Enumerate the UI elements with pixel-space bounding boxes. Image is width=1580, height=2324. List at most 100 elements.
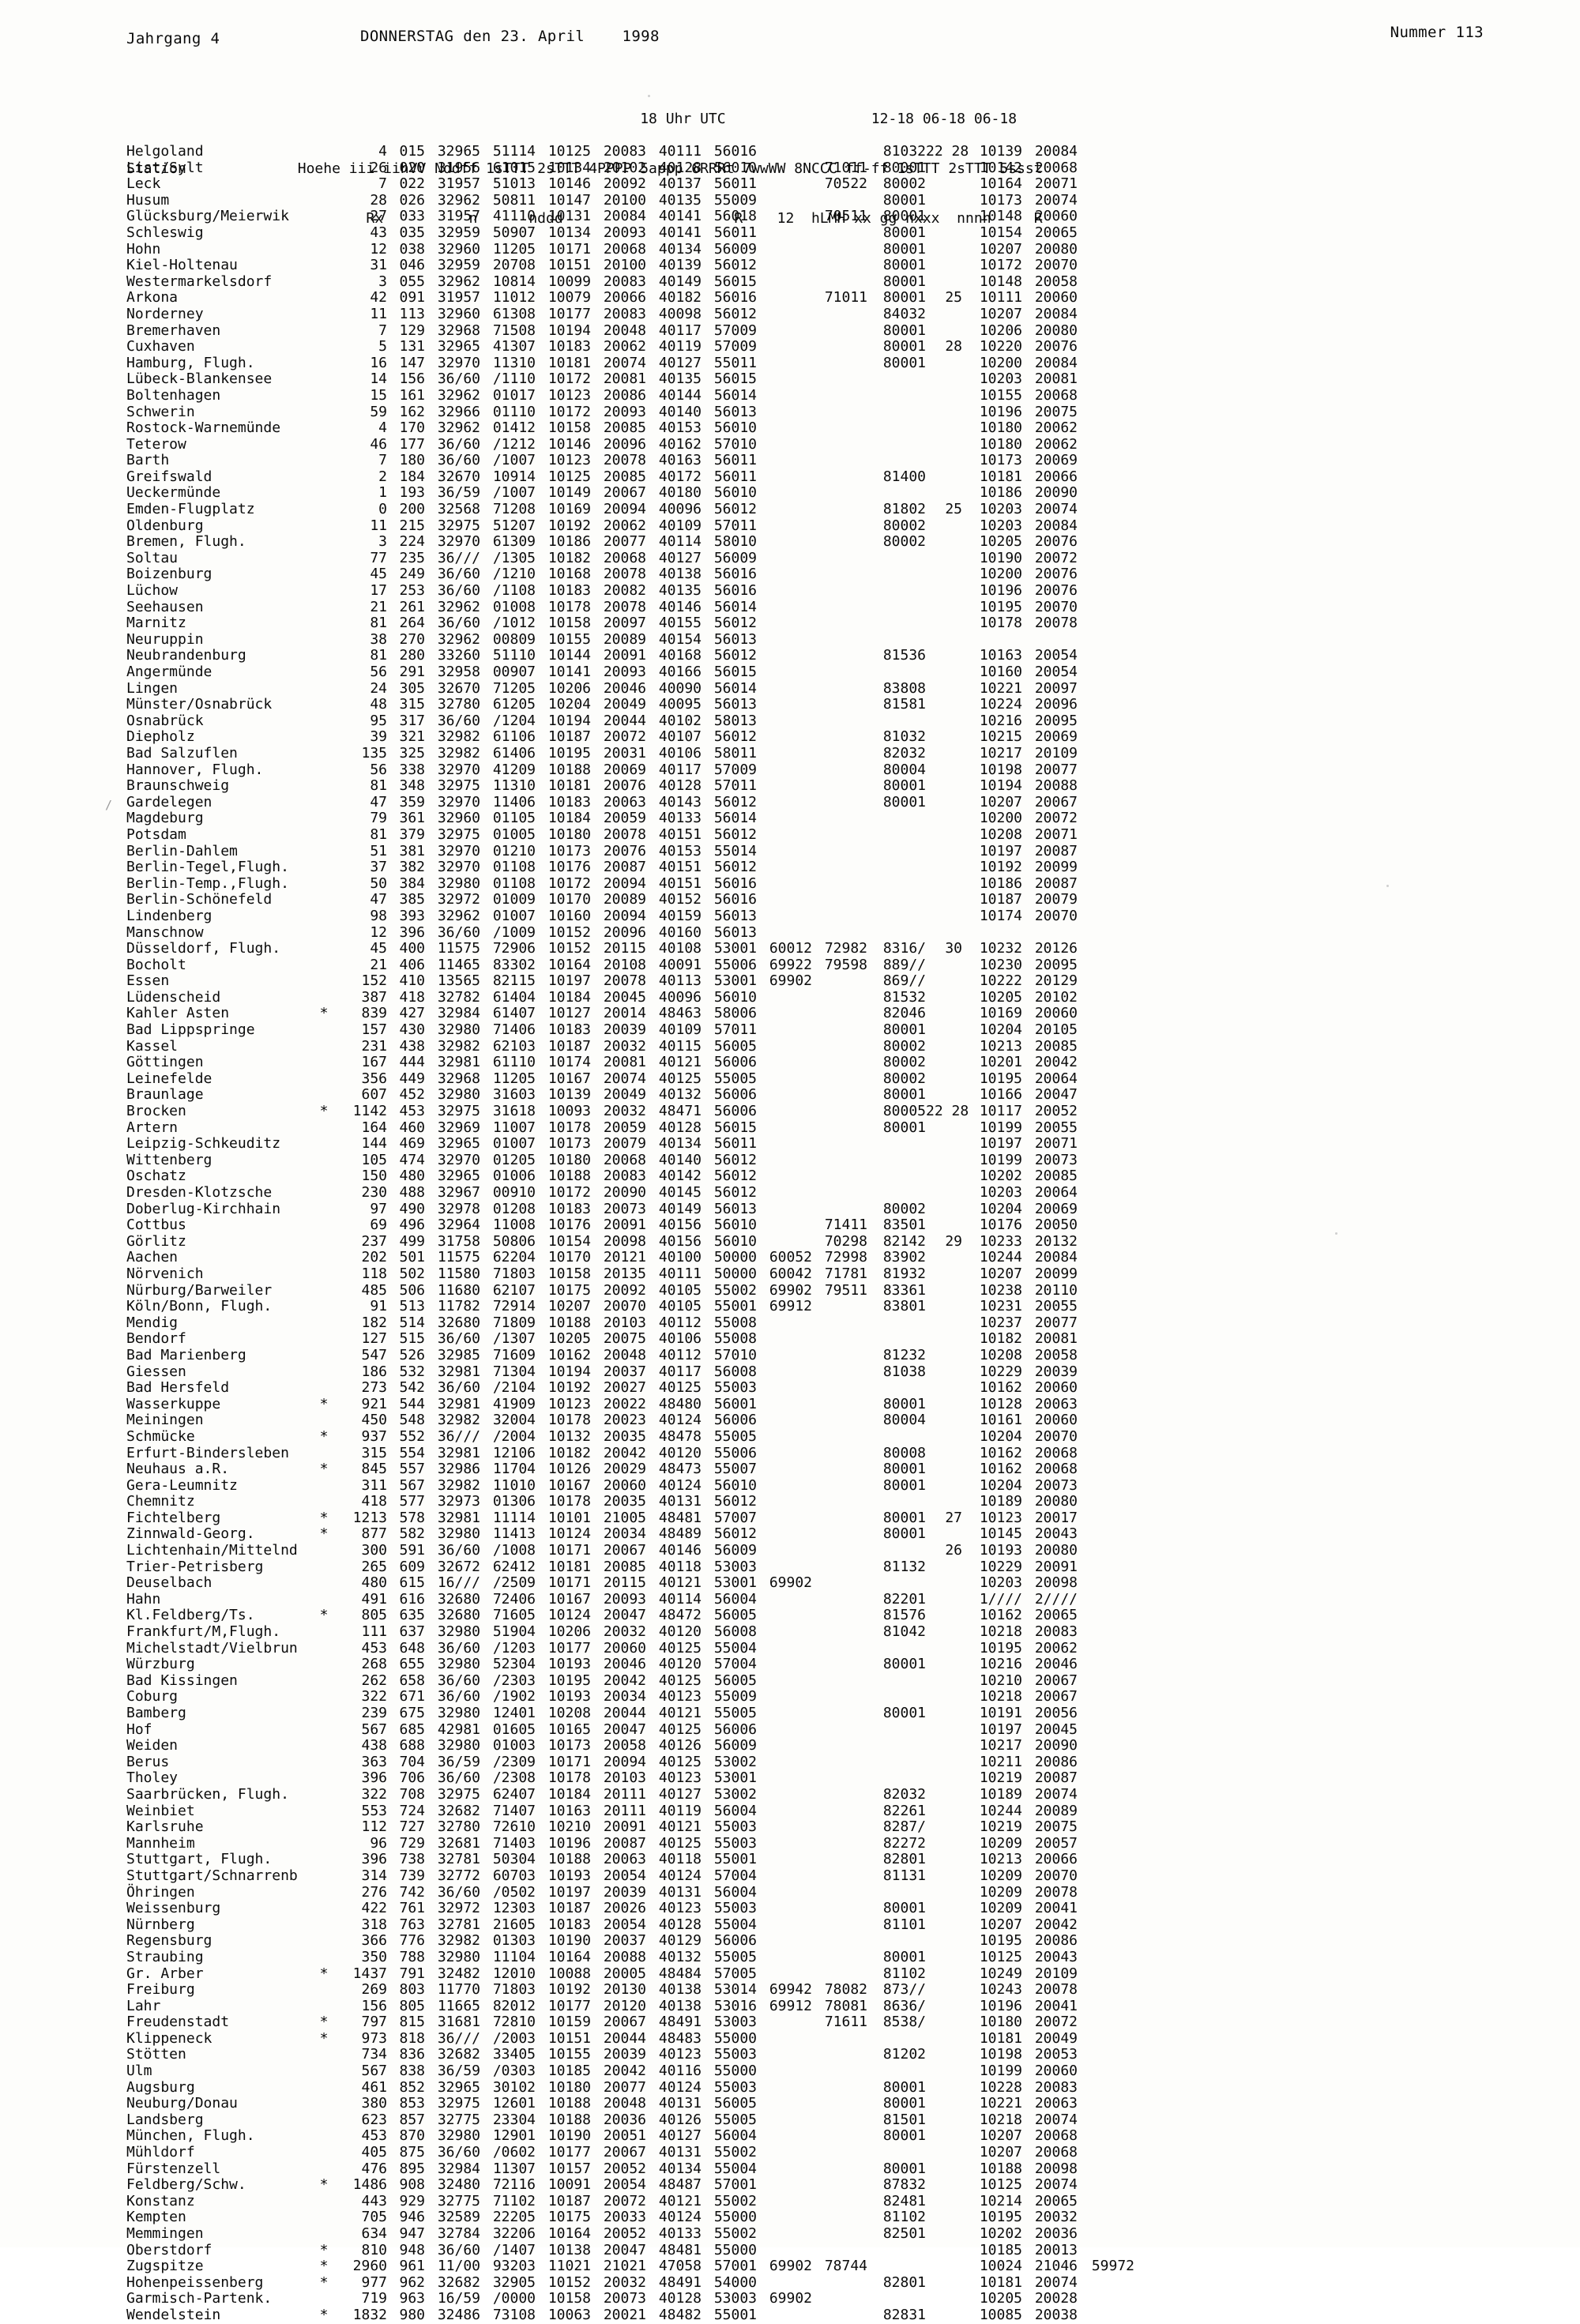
temperature-group: 10192 (547, 1981, 591, 1999)
height-value: 0 (378, 501, 387, 518)
table-row: Stötten 734 836 32682 33405 10155 20039 40123 55… (126, 2047, 1533, 2063)
dewpoint-group: 20068 (603, 240, 646, 258)
cloud-group: 81042 (882, 1623, 926, 1641)
table-row: Boizenburg 45 249 36/60/1210 10168 20078 40138… (126, 566, 1533, 583)
dewpoint-group: 20103 (603, 1314, 646, 1331)
height-value: 453 (361, 2127, 387, 2145)
dewpoint-group: 20063 (603, 1851, 646, 1868)
station-name: Augsburg (126, 2078, 195, 2096)
nddff-group: 62407 (492, 1785, 536, 1803)
min-temperature-group: 20050 (1034, 1217, 1078, 1234)
max-temperature-group: 10111 (979, 289, 1022, 306)
temperature-group: 11021 (547, 2258, 591, 2275)
station-id: 582 (399, 1525, 425, 1543)
pressure-tendency-group: 56009 (713, 1737, 757, 1754)
weather-group: 72998 (824, 1249, 867, 1266)
dewpoint-group: 20062 (603, 338, 646, 355)
iihvv-group: 31956 (437, 159, 480, 176)
weather-group: 71411 (824, 1217, 867, 1234)
pressure-group: 40156 (658, 1217, 702, 1234)
station-name: Feldberg/Schw. (126, 2176, 246, 2194)
station-name: München, Flugh. (126, 2127, 255, 2145)
min-temperature-group: 20074 (1034, 501, 1078, 518)
cloud-group: 80001 (882, 240, 926, 258)
iihvv-group: 31957 (437, 208, 480, 225)
min-temperature-group: 20109 (1034, 1965, 1078, 1982)
dewpoint-group: 20060 (603, 1639, 646, 1657)
pressure-group: 40143 (658, 793, 702, 810)
station-name: Berlin-Dahlem (126, 842, 238, 859)
height-value: 45 (370, 940, 387, 957)
table-row: Hahn 491 616 32680 72406 10167 20093 40114 56004… (126, 1590, 1533, 1608)
dewpoint-group: 20115 (603, 1574, 646, 1592)
pressure-tendency-group: 53002 (713, 1785, 757, 1803)
table-row: Helgoland 4 015 32965 51114 10125 20083 40111 56… (126, 143, 1533, 160)
height-value: 77 (370, 549, 387, 566)
min-temperature-group: 20083 (1034, 2078, 1078, 2096)
nddff-group: /1407 (492, 2241, 536, 2258)
iihvv-group: 33260 (437, 647, 480, 664)
station-name: Bad Marienberg (126, 1346, 246, 1363)
dewpoint-group: 20054 (603, 1916, 646, 1933)
pressure-tendency-group: 56013 (713, 630, 757, 648)
dewpoint-group: 20074 (603, 354, 646, 371)
pressure-tendency-group: 56018 (713, 208, 757, 225)
min-temperature-group: 20071 (1034, 825, 1078, 843)
table-row: Neuburg/Donau 380 853 32975 12601 10188 20048 4… (126, 2096, 1533, 2112)
min-temperature-group: 20049 (1034, 2029, 1078, 2047)
min-temperature-group: 20080 (1034, 322, 1078, 339)
precipitation-group: 69922 (769, 956, 812, 973)
dewpoint-group: 20097 (603, 615, 646, 632)
pressure-tendency-group: 53001 (713, 1769, 757, 1787)
table-row: Oberstdorf * 810 948 36/60/1407 10138 20047 484… (126, 2241, 1533, 2259)
pressure-tendency-group: 53001 (713, 940, 757, 957)
height-value: 491 (361, 1590, 387, 1608)
pressure-group: 40127 (658, 549, 702, 566)
nddff-group: 11413 (492, 1525, 536, 1543)
iihvv-group: 32680 (437, 1590, 480, 1608)
station-name: Bad Salzuflen (126, 744, 238, 762)
table-row: Bamberg 239 675 32980 12401 10208 20044 40121 55… (126, 1705, 1533, 1722)
iihvv-group: 32958 (437, 664, 480, 680)
station-name: Stuttgart/Schnarrenb (126, 1867, 298, 1884)
station-id: 385 (399, 891, 425, 908)
pressure-group: 48483 (658, 2029, 702, 2047)
dewpoint-group: 20089 (603, 891, 646, 908)
temperature-group: 10194 (547, 322, 591, 339)
table-row: Chemnitz 418 577 32973 01306 10178 20035 40131 5… (126, 1494, 1533, 1510)
height-value: 453 (361, 1639, 387, 1657)
station-name: Dresden-Klotzsche (126, 1184, 273, 1201)
temperature-group: 10175 (547, 1281, 591, 1299)
dewpoint-group: 20029 (603, 1461, 646, 1478)
station-id: 430 (399, 1021, 425, 1039)
min-temperature-group: 20102 (1034, 988, 1078, 1006)
nddff-group: 01008 (492, 598, 536, 615)
temperature-group: 10158 (547, 419, 591, 437)
pressure-tendency-group: 55001 (713, 1851, 757, 1868)
table-row: Osnabrück 95 317 36/60/1204 10194 20044 40102 5… (126, 713, 1533, 730)
station-name: Ulm (126, 2063, 152, 2080)
station-id: 526 (399, 1346, 425, 1363)
station-name: Schleswig (126, 224, 204, 241)
temperature-group: 10157 (547, 2160, 591, 2177)
temperature-group: 10125 (547, 468, 591, 485)
height-value: 7 (378, 322, 387, 339)
station-name: Bendorf (126, 1330, 186, 1348)
iihvv-group: 32670 (437, 679, 480, 697)
min-temperature-group: 20067 (1034, 793, 1078, 810)
cloud-group: 81802 (882, 501, 926, 518)
table-row: Barth 7 180 36/60/1007 10123 20078 40163 56011 1… (126, 453, 1533, 469)
dewpoint-group: 20049 (603, 1086, 646, 1104)
dewpoint-group: 20035 (603, 1427, 646, 1445)
max-temperature-group: 10232 (979, 940, 1022, 957)
min-temperature-group: 20075 (1034, 403, 1078, 420)
cloud-group: 83801 (882, 1298, 926, 1315)
height-value: 51 (370, 842, 387, 859)
min-temperature-group: 20076 (1034, 338, 1078, 355)
precipitation-group: 69902 (769, 1574, 812, 1592)
weather-group: 70522 (824, 175, 867, 193)
pressure-group: 40131 (658, 2144, 702, 2161)
cloud-group: 80001 (882, 191, 926, 209)
pressure-tendency-group: 53003 (713, 2014, 757, 2031)
min-temperature-group: 20057 (1034, 1834, 1078, 1852)
